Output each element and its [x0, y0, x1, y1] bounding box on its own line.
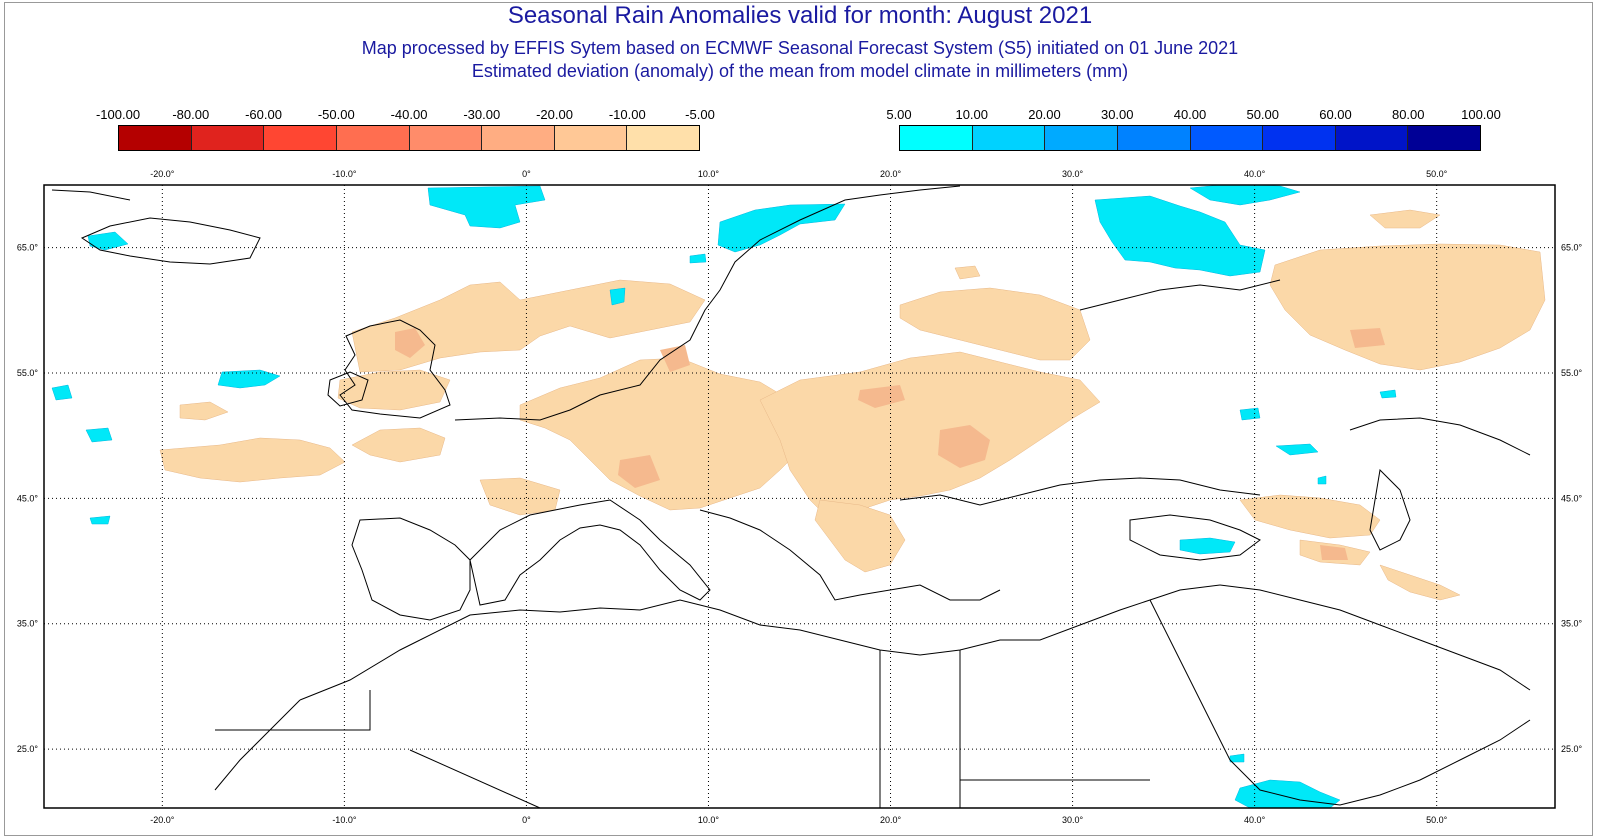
lat-tick-right: 65.0°: [1561, 243, 1583, 253]
lon-tick-top: 20.0°: [880, 169, 902, 179]
legend-positive-swatch: [1190, 126, 1264, 150]
legend-positive-swatch: [1335, 126, 1409, 150]
lat-tick-right: 35.0°: [1561, 619, 1583, 629]
legend-negative-label: -80.00: [172, 107, 210, 122]
dry-strong-areas: [395, 328, 1385, 560]
lon-tick-bottom: -20.0°: [150, 815, 175, 825]
lon-tick-top: 30.0°: [1062, 169, 1084, 179]
legend-positive-swatch: [972, 126, 1046, 150]
legend-positive-swatch: [1045, 126, 1118, 150]
lat-tick-right: 25.0°: [1561, 744, 1583, 754]
map-content: [44, 185, 1555, 808]
lon-tick-top: 0°: [522, 169, 531, 179]
wet-anomaly-areas: [51, 185, 1397, 808]
legend-negative-label: -30.00: [463, 107, 501, 122]
legend-positive-label: 100.00: [1461, 107, 1501, 122]
legend-positive-label: 5.00: [886, 107, 912, 122]
dry-anomaly-areas: [159, 209, 1546, 601]
lat-tick-right: 45.0°: [1561, 493, 1583, 503]
legend-negative-swatch: [191, 126, 265, 150]
legend-positive-swatch: [900, 126, 973, 150]
legend-negative-label: -20.00: [536, 107, 573, 122]
legend-negative-swatch: [409, 126, 483, 150]
lon-tick-top: -20.0°: [150, 169, 175, 179]
coastlines: [51, 185, 1531, 808]
legend-positive-bar: [899, 125, 1481, 151]
legend-negative-bar: [118, 125, 700, 151]
legend-positive-label: 60.00: [1319, 107, 1352, 122]
legend-negative-label: -100.00: [95, 107, 141, 122]
legend-negative-swatch: [264, 126, 337, 150]
lon-tick-bottom: -10.0°: [332, 815, 357, 825]
legend-negative-label: -40.00: [390, 107, 428, 122]
legend-negative-swatch: [119, 126, 192, 150]
map-subtitle-source: Map processed by EFFIS Sytem based on EC…: [361, 38, 1239, 58]
lon-tick-bottom: 10.0°: [698, 815, 720, 825]
lon-tick-top: -10.0°: [332, 169, 357, 179]
lon-tick-top: 40.0°: [1244, 169, 1266, 179]
legend-negative-swatch: [482, 126, 555, 150]
lon-tick-bottom: 40.0°: [1244, 815, 1266, 825]
legend-negative-label: -10.00: [608, 107, 646, 122]
legend-negative-swatch: [554, 126, 628, 150]
legend-positive-swatch: [1117, 126, 1191, 150]
map-border: [43, 184, 1556, 809]
lat-tick-left: 25.0°: [17, 744, 39, 754]
lon-tick-top: 50.0°: [1426, 169, 1448, 179]
axis-ticks: -20.0° -20.0° -10.0° -10.0° 0° 0° 10.0° 10.0° 20…: [17, 169, 1583, 825]
legend-positive-label: 50.00: [1246, 107, 1280, 122]
lat-tick-left: 35.0°: [17, 619, 39, 629]
figure-frame: [4, 2, 1593, 836]
legend-positive-label: 80.00: [1391, 107, 1425, 122]
lat-tick-left: 65.0°: [17, 243, 39, 253]
legend-negative-swatch: [336, 126, 410, 150]
lon-tick-bottom: 0°: [522, 815, 531, 825]
legend-negative: -100.00 -80.00 -60.00 -50.00 -40.00 -30.00 -20…: [96, 107, 715, 151]
legend-negative-label: -5.00: [685, 107, 715, 122]
legend-negative-label: -60.00: [245, 107, 282, 122]
map-title: Seasonal Rain Anomalies valid for month:…: [507, 2, 1093, 29]
lat-tick-right: 55.0°: [1561, 368, 1583, 378]
legend-positive-label: 40.00: [1173, 107, 1207, 122]
legend-negative-label: -50.00: [317, 107, 355, 122]
legend-positive-swatch: [1263, 126, 1336, 150]
map-subtitle-units: Estimated deviation (anomaly) of the mea…: [471, 61, 1129, 81]
lon-tick-bottom: 50.0°: [1426, 815, 1448, 825]
legend-positive-label: 10.00: [955, 107, 989, 122]
legend-positive-label: 30.00: [1100, 107, 1134, 122]
legend-negative-labels: -100.00 -80.00 -60.00 -50.00 -40.00 -30.00 -20…: [96, 107, 715, 125]
legend-positive: 5.00 10.00 20.00 30.00 40.00 50.00 60.00 80.00 1…: [886, 107, 1501, 151]
legend-positive-label: 20.00: [1028, 107, 1061, 122]
lon-tick-bottom: 30.0°: [1062, 815, 1084, 825]
lon-tick-bottom: 20.0°: [880, 815, 902, 825]
legend-positive-swatch: [1408, 126, 1480, 150]
lat-tick-left: 45.0°: [17, 493, 39, 503]
legend-negative-swatch: [627, 126, 699, 150]
lon-tick-top: 10.0°: [698, 169, 720, 179]
legend-positive-labels: 5.00 10.00 20.00 30.00 40.00 50.00 60.00 80.00 1…: [886, 107, 1501, 125]
lat-tick-left: 55.0°: [17, 368, 39, 378]
